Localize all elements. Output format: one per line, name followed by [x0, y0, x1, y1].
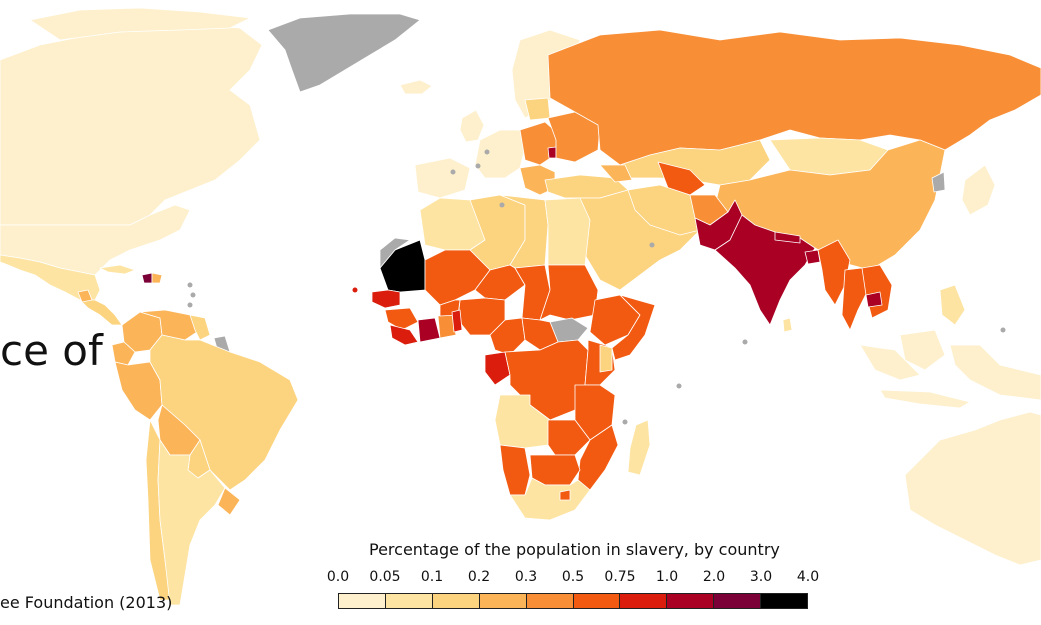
region-uruguay — [217, 487, 241, 516]
region-benin-togo — [451, 309, 463, 333]
legend-labels: 0.0 0.05 0.1 0.2 0.3 0.5 0.75 1.0 2.0 3.0 4.0 — [0, 569, 1041, 587]
legend-tick-label: 0.05 — [369, 569, 401, 585]
legend-swatch — [432, 594, 480, 608]
region-ecuador — [111, 341, 136, 366]
legend-tick-label: 0.5 — [561, 569, 585, 585]
region-uzbekistan — [657, 161, 706, 196]
island-dot — [622, 419, 628, 425]
region-sierra-leone-liberia — [389, 324, 419, 346]
source-credit: ee Foundation (2013) — [0, 593, 173, 612]
region-guyana — [189, 314, 211, 341]
legend-swatch — [667, 594, 715, 608]
map-title-fragment: ce of — [0, 326, 103, 375]
island-dot — [187, 302, 193, 308]
region-australia — [904, 411, 1041, 566]
cape-verde-dot — [352, 287, 358, 293]
region-argentina — [157, 439, 226, 606]
region-lesotho — [559, 489, 571, 501]
region-botswana-zimbabwe — [529, 454, 581, 486]
region-java — [879, 389, 971, 409]
region-mozambique — [577, 424, 619, 491]
region-indonesia-west — [859, 344, 921, 381]
region-western-europe — [474, 129, 526, 179]
legend-swatch — [761, 594, 808, 608]
island-dot — [742, 339, 748, 345]
region-nepal — [774, 231, 801, 244]
region-moldova — [547, 146, 557, 159]
region-south-africa — [509, 477, 591, 521]
island-dot — [676, 383, 682, 389]
region-somalia — [611, 294, 656, 361]
region-dominican-republic — [151, 272, 163, 284]
legend-tick-label: 0.2 — [467, 569, 491, 585]
legend-tick-label: 0.3 — [514, 569, 538, 585]
region-guinea — [384, 307, 419, 331]
region-uk-ireland — [459, 109, 485, 143]
island-dot — [484, 149, 490, 155]
region-philippines — [939, 284, 966, 326]
region-haiti — [141, 272, 153, 284]
region-bangladesh — [804, 249, 821, 265]
legend-swatch — [339, 594, 386, 608]
island-dot — [475, 163, 481, 169]
island-dot — [499, 202, 505, 208]
region-niger — [474, 264, 526, 301]
region-kenya — [599, 344, 613, 373]
region-cuba — [99, 264, 136, 275]
region-cote-divoire — [417, 317, 441, 343]
legend-tick-label: 0.1 — [420, 569, 444, 585]
region-venezuela — [139, 309, 201, 341]
region-sri-lanka — [782, 317, 793, 333]
region-borneo — [899, 329, 946, 371]
legend-tick-label: 3.0 — [749, 569, 773, 585]
region-senegal — [371, 289, 401, 309]
region-japan — [961, 164, 996, 216]
region-western-sahara — [379, 237, 411, 269]
legend-title: Percentage of the population in slavery,… — [369, 540, 780, 559]
region-namibia — [499, 444, 531, 496]
island-dot — [649, 242, 655, 248]
island-dot — [450, 169, 456, 175]
region-egypt — [544, 197, 591, 266]
island-dot — [190, 292, 196, 298]
legend-swatch — [526, 594, 574, 608]
region-madagascar — [627, 419, 651, 476]
island-dot — [1000, 327, 1006, 333]
region-arctic-islands — [29, 7, 251, 41]
legend-tick-label: 4.0 — [796, 569, 820, 585]
region-baltics — [524, 97, 551, 121]
region-caucasus — [599, 164, 633, 183]
region-central-america — [79, 299, 123, 326]
region-indochina — [861, 264, 893, 319]
legend-color-bar — [338, 593, 808, 609]
region-iceland — [399, 79, 433, 95]
legend-swatch — [573, 594, 621, 608]
region-kazakhstan — [619, 139, 771, 186]
region-guatemala — [77, 289, 93, 303]
legend-tick-label: 0.75 — [604, 569, 636, 585]
legend-swatch — [479, 594, 527, 608]
region-korea — [931, 171, 946, 193]
region-iran — [627, 184, 701, 236]
region-myanmar — [817, 239, 851, 306]
legend-swatch — [620, 594, 668, 608]
region-cambodia — [865, 291, 883, 308]
region-canada — [0, 24, 263, 226]
region-india — [714, 214, 816, 326]
region-iberia — [414, 157, 471, 199]
region-indonesia-east — [949, 344, 1041, 401]
legend-tick-label: 1.0 — [655, 569, 679, 585]
legend-tick-label: 0.0 — [326, 569, 350, 585]
legend-swatch — [385, 594, 433, 608]
region-greenland — [267, 13, 421, 93]
island-dot — [187, 282, 193, 288]
legend-swatch — [714, 594, 762, 608]
region-gabon-congo — [484, 351, 511, 386]
legend-tick-label: 2.0 — [702, 569, 726, 585]
